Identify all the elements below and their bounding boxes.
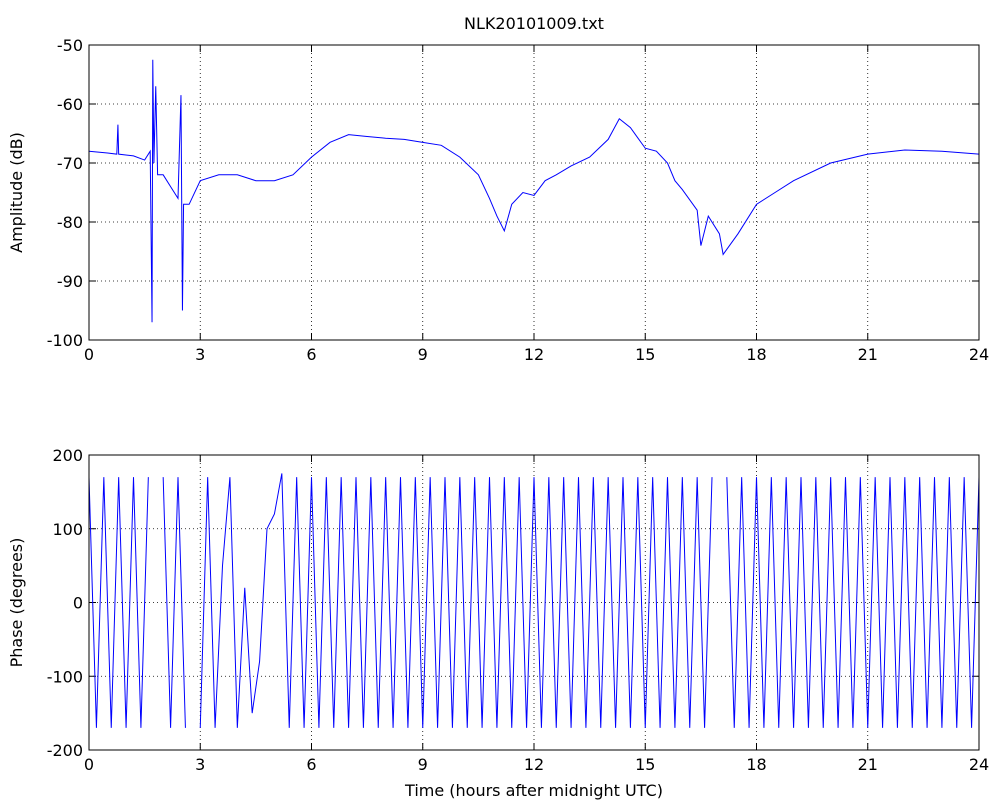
y-axis-label: Amplitude (dB) (7, 132, 26, 253)
y-tick-label: 0 (73, 594, 83, 613)
x-tick-label: 6 (306, 345, 316, 364)
plot-area (89, 45, 979, 340)
y-tick-label: -50 (57, 36, 83, 55)
x-tick-label: 0 (84, 755, 94, 774)
x-tick-label: 6 (306, 755, 316, 774)
x-tick-label: 3 (195, 345, 205, 364)
y-tick-label: -90 (57, 272, 83, 291)
x-tick-label: 9 (418, 345, 428, 364)
axes-box (88, 44, 980, 341)
y-tick-label: 200 (52, 446, 83, 465)
y-tick-label: -70 (57, 154, 83, 173)
x-tick-label: 18 (746, 345, 766, 364)
x-tick-label: 24 (969, 755, 989, 774)
x-tick-label: 3 (195, 755, 205, 774)
y-tick-label: -100 (47, 331, 83, 350)
x-tick-label: 12 (524, 755, 544, 774)
chart-title: NLK20101009.txt (464, 14, 604, 33)
y-tick-label: -100 (47, 667, 83, 686)
x-tick-label: 18 (746, 755, 766, 774)
x-tick-label: 9 (418, 755, 428, 774)
data-line (88, 473, 980, 728)
axes-box (88, 454, 980, 751)
x-axis-label: Time (hours after midnight UTC) (404, 781, 663, 800)
y-tick-label: -200 (47, 741, 83, 760)
y-tick-label: -80 (57, 213, 83, 232)
data-line (88, 59, 980, 323)
x-tick-label: 21 (858, 755, 878, 774)
x-tick-label: 0 (84, 345, 94, 364)
x-tick-label: 15 (635, 345, 655, 364)
y-tick-label: -60 (57, 95, 83, 114)
x-tick-label: 21 (858, 345, 878, 364)
y-tick-label: 100 (52, 520, 83, 539)
x-tick-label: 12 (524, 345, 544, 364)
y-axis-label: Phase (degrees) (7, 538, 26, 668)
x-tick-label: 24 (969, 345, 989, 364)
x-tick-label: 15 (635, 755, 655, 774)
